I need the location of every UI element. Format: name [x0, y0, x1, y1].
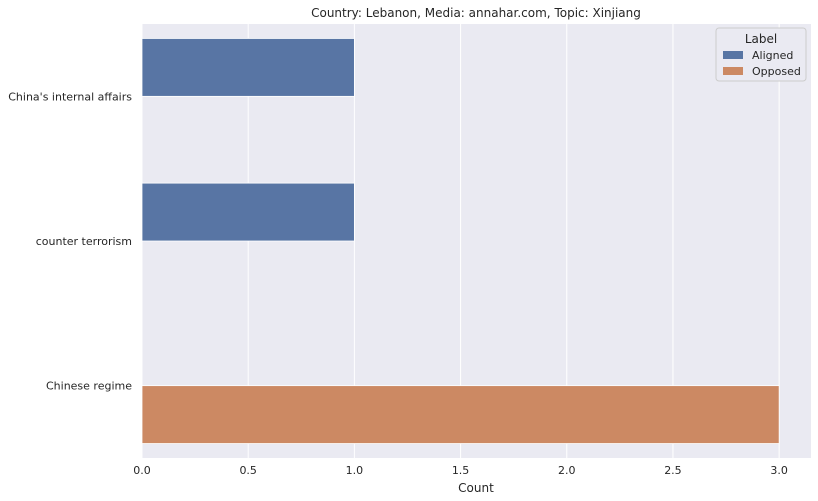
y-axis-categories: China's internal affairs counter terroris… — [8, 90, 132, 392]
legend-title: Label — [745, 32, 777, 46]
legend-swatch-opposed — [723, 67, 743, 75]
bars — [141, 38, 780, 444]
x-axis-ticks: 0.0 0.5 1.0 1.5 2.0 2.5 3.0 — [133, 464, 788, 477]
bar-aligned-1 — [141, 182, 355, 242]
legend: Label Aligned Opposed — [715, 27, 807, 82]
x-tick-label: 3.0 — [770, 464, 788, 477]
bar-opposed-2 — [141, 385, 780, 444]
legend-label-aligned: Aligned — [752, 49, 793, 62]
legend-label-opposed: Opposed — [752, 65, 801, 78]
x-tick-label: 2.0 — [558, 464, 576, 477]
x-axis-label: Count — [458, 481, 494, 495]
category-label: counter terrorism — [36, 235, 132, 248]
x-tick-label: 1.5 — [452, 464, 470, 477]
x-tick-label: 0.0 — [133, 464, 151, 477]
category-label: Chinese regime — [46, 380, 132, 393]
category-label: China's internal affairs — [8, 90, 132, 103]
bar-aligned-0 — [141, 38, 355, 97]
x-tick-label: 0.5 — [239, 464, 257, 477]
legend-swatch-aligned — [723, 51, 743, 59]
chart-title: Country: Lebanon, Media: annahar.com, To… — [311, 6, 641, 20]
x-tick-label: 1.0 — [346, 464, 364, 477]
x-tick-label: 2.5 — [664, 464, 682, 477]
